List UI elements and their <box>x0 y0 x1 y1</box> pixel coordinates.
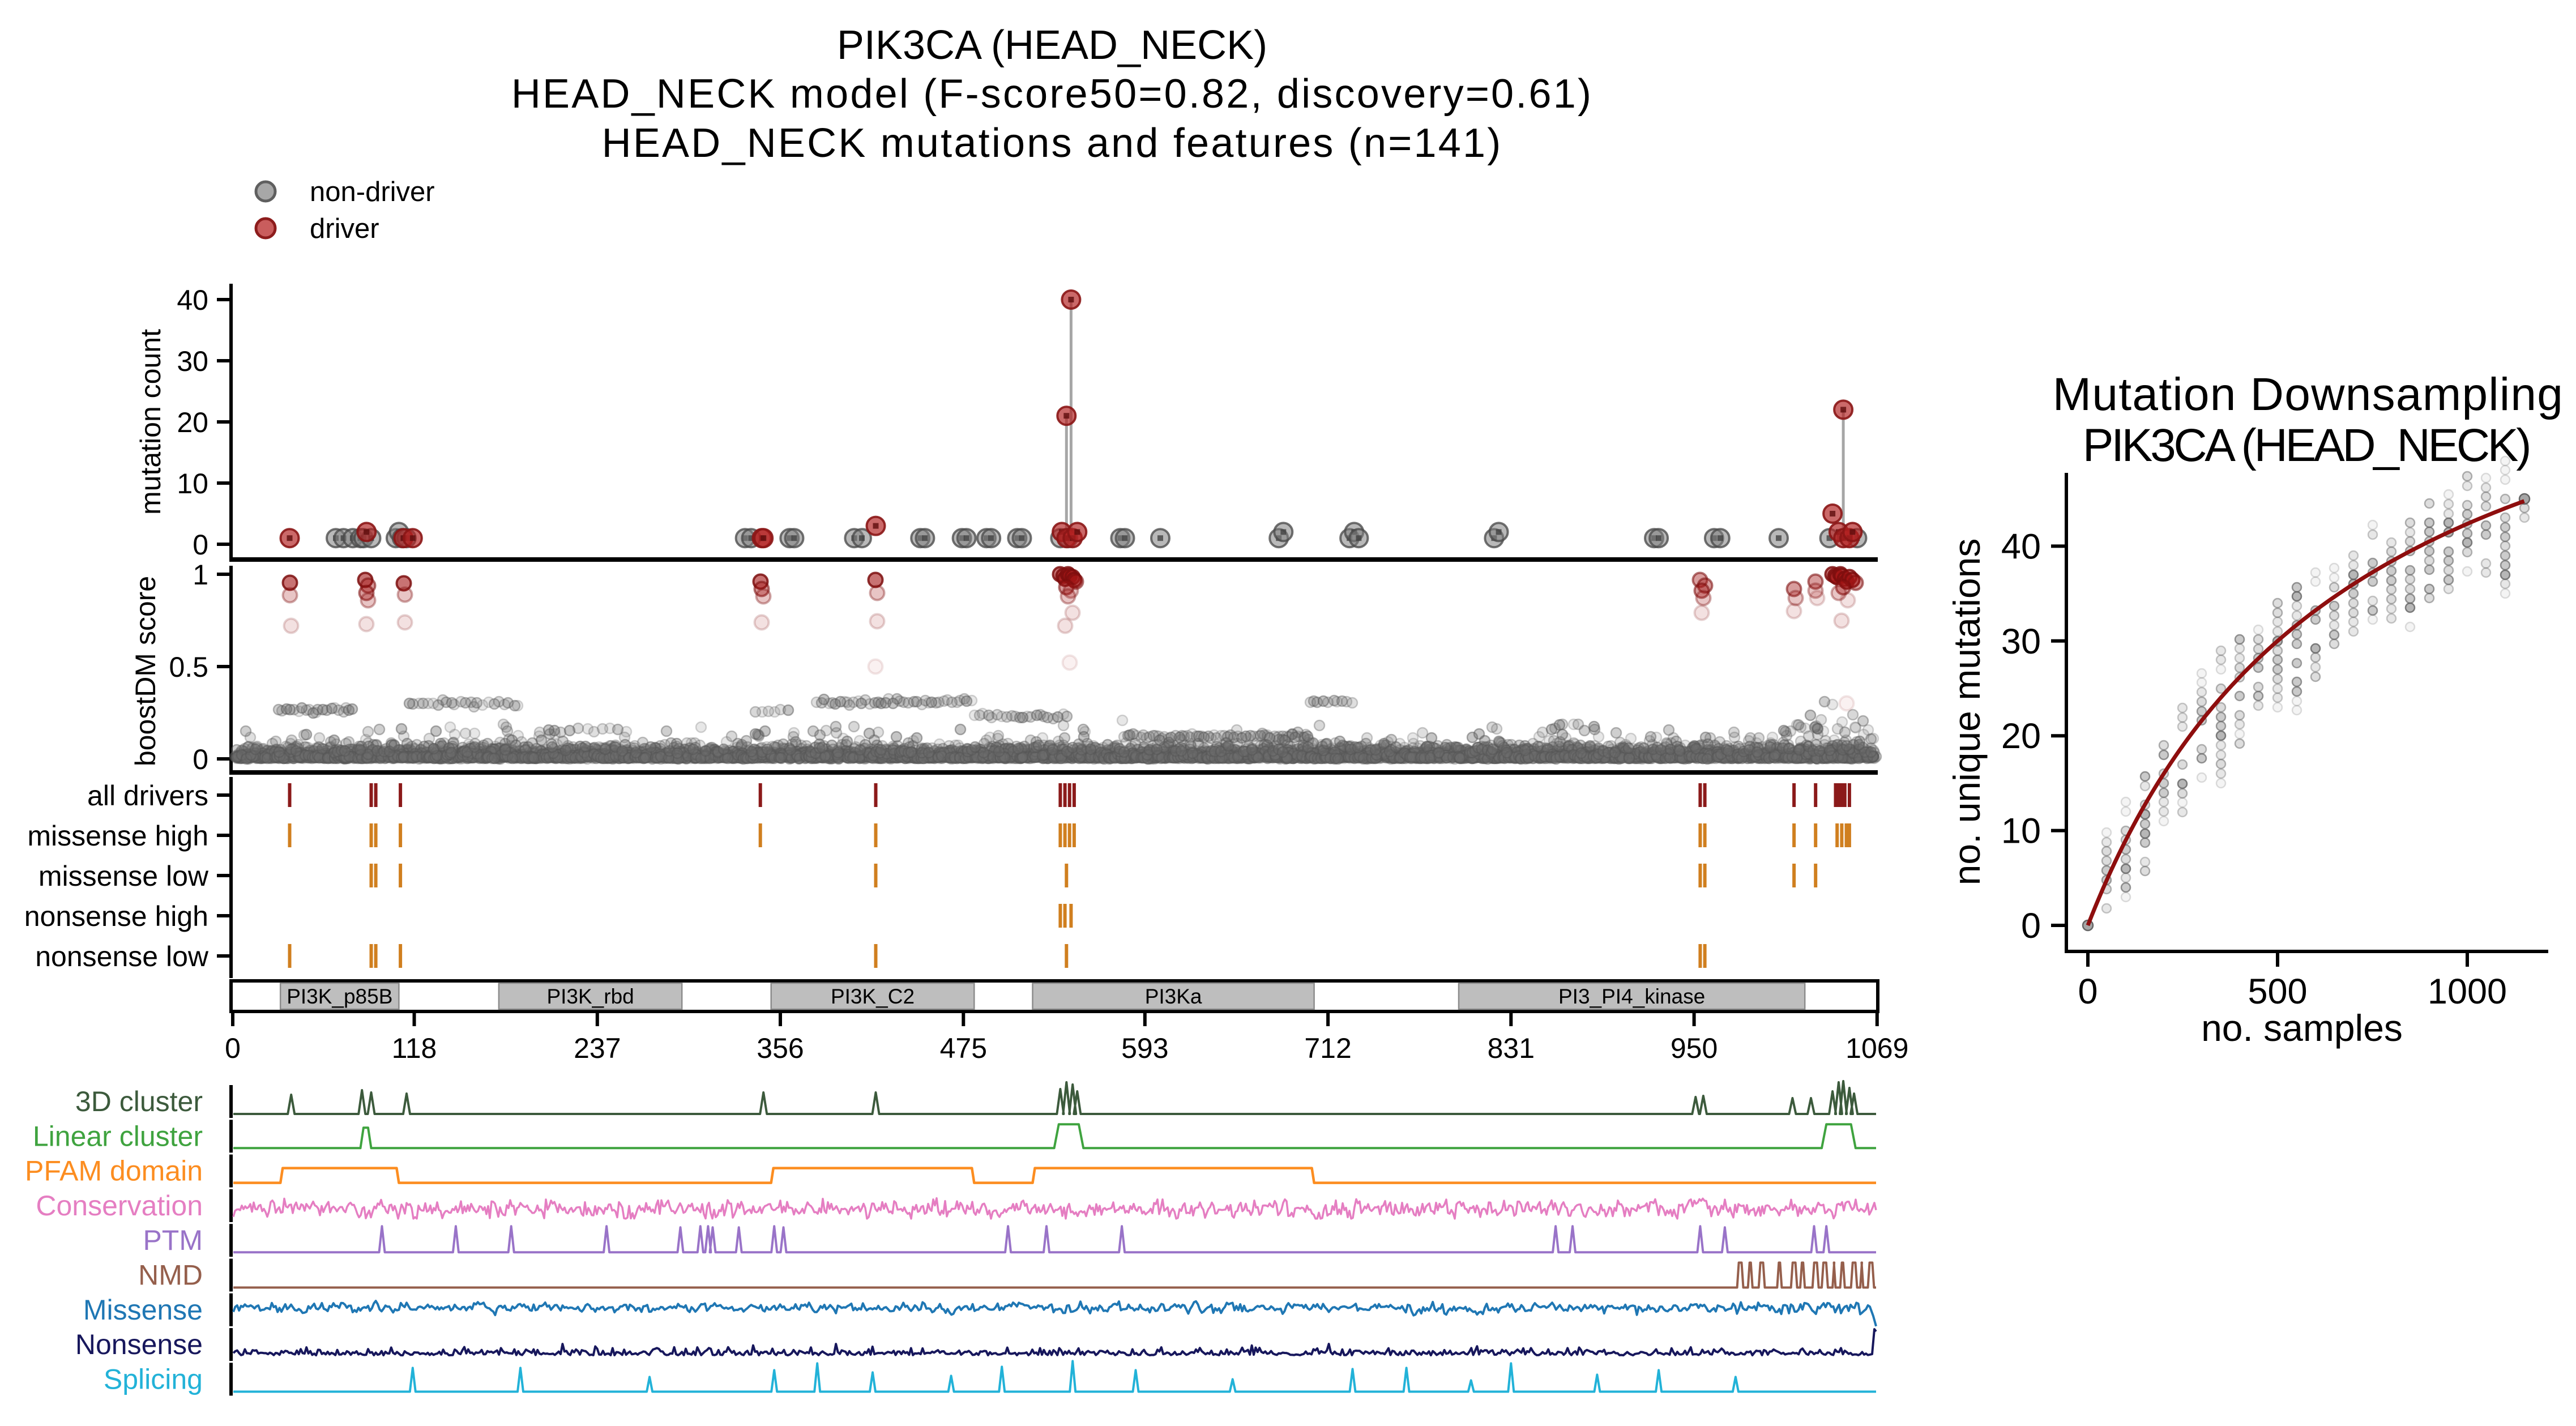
svg-text:20: 20 <box>177 407 208 438</box>
svg-text:0: 0 <box>193 744 208 775</box>
svg-text:boostDM score: boostDM score <box>130 576 161 766</box>
svg-text:0: 0 <box>193 529 208 561</box>
svg-text:30: 30 <box>177 345 208 377</box>
svg-text:HEAD_NECK mutations and featur: HEAD_NECK mutations and features (n=141) <box>602 121 1503 166</box>
svg-text:1: 1 <box>193 559 208 591</box>
svg-text:0.5: 0.5 <box>169 651 208 683</box>
svg-text:40: 40 <box>177 284 208 316</box>
svg-text:non-driver: non-driver <box>310 177 435 207</box>
svg-text:HEAD_NECK model (F-score50=0.8: HEAD_NECK model (F-score50=0.82, discove… <box>511 71 1593 117</box>
svg-text:driver: driver <box>310 214 379 244</box>
svg-text:10: 10 <box>177 468 208 499</box>
svg-text:PIK3CA (HEAD_NECK): PIK3CA (HEAD_NECK) <box>837 23 1267 68</box>
svg-text:mutation count: mutation count <box>135 329 166 515</box>
